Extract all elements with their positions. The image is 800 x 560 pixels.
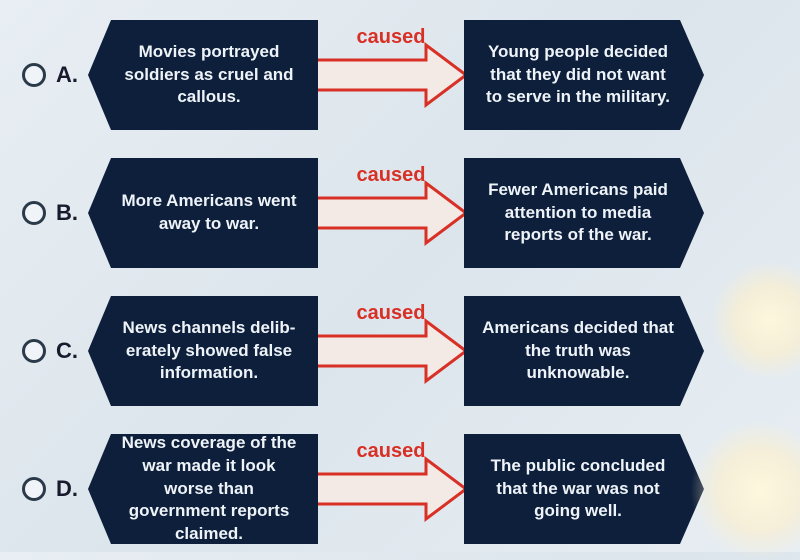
- option-letter: B.: [56, 200, 88, 226]
- effect-text: Fewer Americans paid attention to media …: [482, 179, 674, 248]
- radio-button[interactable]: [22, 339, 46, 363]
- cause-text: Movies portrayed soldiers as cruel and c…: [118, 41, 300, 110]
- radio-button[interactable]: [22, 63, 46, 87]
- caused-arrow: caused: [316, 296, 466, 406]
- caused-arrow: caused: [316, 434, 466, 544]
- cause-text: News channels delib­erately showed false…: [118, 317, 300, 386]
- option-row[interactable]: B. More Americans went away to war. caus…: [30, 158, 770, 268]
- effect-box: Fewer Americans paid attention to media …: [464, 158, 704, 268]
- radio-button[interactable]: [22, 201, 46, 225]
- option-letter: D.: [56, 476, 88, 502]
- options-container: A. Movies portrayed soldiers as cruel an…: [30, 20, 770, 544]
- caused-label: caused: [357, 302, 426, 325]
- cause-box: Movies portrayed soldiers as cruel and c…: [88, 20, 318, 130]
- option-row[interactable]: A. Movies portrayed soldiers as cruel an…: [30, 20, 770, 130]
- effect-box: The public concluded that the war was no…: [464, 434, 704, 544]
- effect-box: Americans decided that the truth was unk…: [464, 296, 704, 406]
- caused-arrow: caused: [316, 20, 466, 130]
- option-letter: A.: [56, 62, 88, 88]
- effect-text: The public concluded that the war was no…: [482, 455, 674, 524]
- caused-arrow: caused: [316, 158, 466, 268]
- cause-box: News channels delib­erately showed false…: [88, 296, 318, 406]
- caused-label: caused: [357, 164, 426, 187]
- effect-text: Young people decided that they did not w…: [482, 41, 674, 110]
- caused-label: caused: [357, 440, 426, 463]
- cause-text: More Americans went away to war.: [118, 190, 300, 236]
- caused-label: caused: [357, 26, 426, 49]
- radio-button[interactable]: [22, 477, 46, 501]
- option-row[interactable]: C. News channels delib­erately showed fa…: [30, 296, 770, 406]
- option-row[interactable]: D. News coverage of the war made it look…: [30, 434, 770, 544]
- cause-text: News coverage of the war made it look wo…: [118, 432, 300, 547]
- effect-text: Americans decided that the truth was unk…: [482, 317, 674, 386]
- option-letter: C.: [56, 338, 88, 364]
- effect-box: Young people decided that they did not w…: [464, 20, 704, 130]
- cause-box: More Americans went away to war.: [88, 158, 318, 268]
- cause-box: News coverage of the war made it look wo…: [88, 434, 318, 544]
